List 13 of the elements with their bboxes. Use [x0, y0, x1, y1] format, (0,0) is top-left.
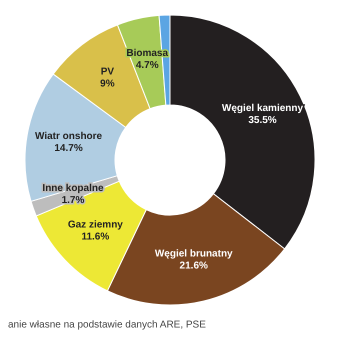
- slice-label: Węgiel kamienny: [222, 103, 304, 114]
- data-label: 14.7%: [54, 142, 83, 154]
- data-label: 4.7%: [136, 60, 159, 72]
- slice-label: Gaz ziemny: [68, 219, 124, 230]
- data-label: 9%: [100, 78, 115, 90]
- data-label: 35.5%: [248, 115, 277, 126]
- slice-label: Inne kopalne: [42, 183, 104, 194]
- slice-label: Wiatr onshore: [34, 130, 103, 142]
- text: anie własne na podstawie danych ARE, PSE: [8, 320, 206, 330]
- slice-label: PV: [100, 66, 114, 78]
- data-label: 11.6%: [81, 231, 110, 242]
- data-label: 21.6%: [180, 260, 208, 272]
- slice-label: Węgiel brunatny: [154, 248, 234, 260]
